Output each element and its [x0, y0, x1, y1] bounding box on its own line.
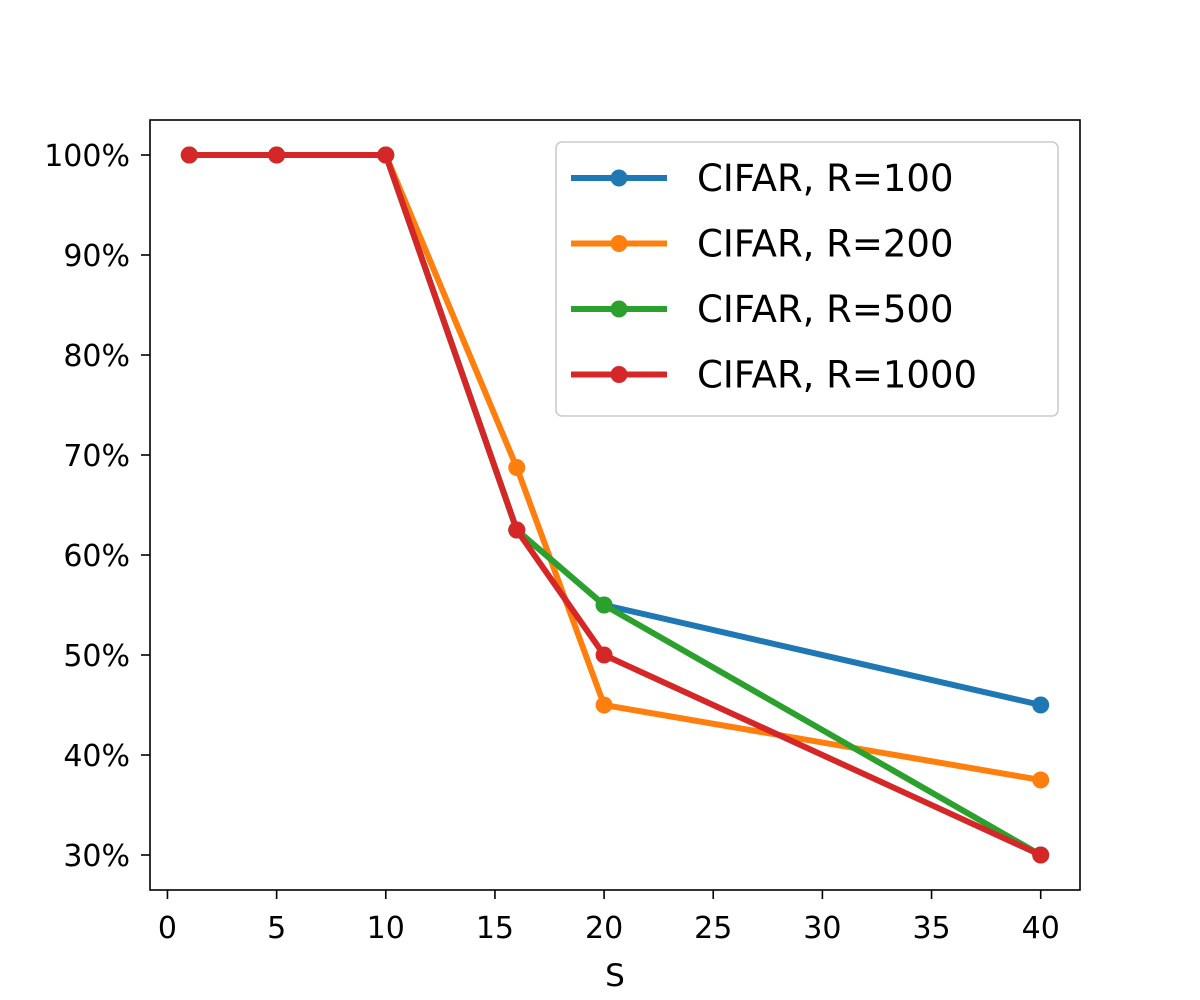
x-tick-label: 5 [267, 911, 286, 946]
y-tick-label: 70% [63, 439, 130, 474]
data-point [180, 146, 198, 164]
legend: CIFAR, R=100 CIFAR, R=200 CIFAR, R=500 CIFA… [555, 141, 1059, 417]
data-point [595, 646, 613, 664]
x-tick-label: 20 [585, 911, 623, 946]
legend-label: CIFAR, R=500 [697, 288, 954, 331]
x-tick-label: 35 [912, 911, 950, 946]
data-point [508, 521, 526, 539]
data-point [1032, 846, 1050, 864]
y-tick-label: 40% [63, 739, 130, 774]
y-tick-label: 90% [63, 239, 130, 274]
data-point [595, 596, 613, 614]
data-point [1032, 771, 1050, 789]
data-point [595, 696, 613, 714]
x-axis: 0 5 10 15 20 25 30 35 40 [158, 890, 1060, 946]
y-tick-label: 100% [44, 139, 130, 174]
axes-frame [149, 119, 1081, 891]
x-tick-label: 0 [158, 911, 177, 946]
legend-item: CIFAR, R=500 [571, 288, 954, 331]
data-point [268, 146, 286, 164]
x-axis-label: S [605, 958, 625, 994]
x-tick-label: 30 [803, 911, 841, 946]
x-tick-label: 40 [1022, 911, 1060, 946]
legend-item: CIFAR, R=200 [571, 223, 954, 266]
legend-label: CIFAR, R=200 [697, 223, 954, 266]
data-point [377, 146, 395, 164]
legend-swatch-marker [610, 235, 628, 252]
x-tick-label: 10 [367, 911, 405, 946]
y-tick-label: 50% [63, 639, 130, 674]
legend-frame [555, 141, 1059, 417]
legend-label: CIFAR, R=100 [697, 157, 954, 200]
data-point [1032, 696, 1050, 714]
legend-swatch-marker [610, 169, 628, 187]
y-axis: 30% 40% 50% 60% 70% 80% 90% 100% [44, 139, 150, 874]
legend-item: CIFAR, R=1000 [571, 354, 977, 397]
y-tick-label: 30% [63, 839, 130, 874]
series-4 [180, 146, 1050, 864]
legend-swatch-marker [610, 366, 628, 383]
legend-swatch-marker [610, 300, 628, 318]
series-line [189, 152, 1042, 858]
legend-label: CIFAR, R=1000 [697, 354, 977, 397]
y-tick-label: 80% [63, 339, 130, 374]
y-tick-label: 60% [63, 539, 130, 574]
series-layer [180, 146, 1050, 864]
legend-item: CIFAR, R=100 [571, 157, 954, 200]
data-point [508, 459, 526, 476]
legend-items: CIFAR, R=100 CIFAR, R=200 CIFAR, R=500 CIFA… [571, 157, 977, 397]
x-tick-label: 15 [476, 911, 514, 946]
x-tick-label: 25 [694, 911, 732, 946]
